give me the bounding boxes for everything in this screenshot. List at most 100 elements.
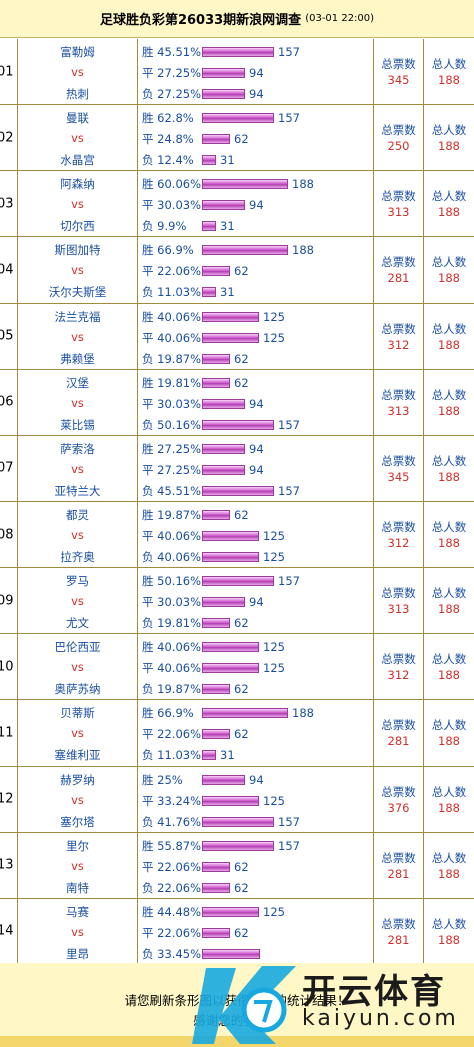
away-team[interactable]: 奥萨苏纳: [54, 682, 101, 697]
stat-count: 125: [263, 528, 285, 543]
stat-bar[interactable]: [202, 530, 259, 541]
vs-label: vs: [71, 660, 84, 675]
stat-bar[interactable]: [202, 89, 245, 99]
stat-bar[interactable]: [202, 485, 274, 496]
stat-bar[interactable]: [202, 840, 274, 851]
home-team[interactable]: 法兰克福: [54, 309, 101, 324]
stat-bar[interactable]: [202, 419, 274, 430]
home-team[interactable]: 罗马: [66, 574, 89, 589]
match-number-cell: 12: [0, 766, 18, 832]
stat-bar[interactable]: [202, 266, 230, 277]
stat-bar[interactable]: [202, 113, 274, 124]
stat-bar[interactable]: [202, 684, 230, 695]
stat-bar[interactable]: [202, 795, 259, 806]
stat-bar[interactable]: [202, 287, 216, 298]
stat-line: 平 40.06% 125: [142, 528, 285, 544]
stat-line: 胜 60.06% 188: [142, 176, 314, 192]
stat-line: 平 22.06% 62: [142, 263, 249, 279]
home-team[interactable]: 赫罗纳: [60, 772, 95, 787]
stat-bar[interactable]: [202, 618, 230, 629]
away-team[interactable]: 弗赖堡: [60, 351, 95, 366]
stat-count: 94: [249, 595, 264, 610]
stat-line: 平 30.03% 94: [142, 396, 264, 412]
stat-bar[interactable]: [202, 861, 230, 872]
table-row: 10 巴伦西亚 vs 奥萨苏纳 胜 40.06% 125 平 40.06% 12…: [0, 634, 474, 701]
vs-label: vs: [71, 858, 84, 873]
home-team[interactable]: 里尔: [66, 838, 89, 853]
match-number: 02: [0, 130, 14, 146]
home-team[interactable]: 马赛: [66, 904, 89, 919]
home-team[interactable]: 巴伦西亚: [54, 640, 101, 655]
total-votes-value: 250: [387, 139, 410, 154]
stat-pct: 负 12.4%: [142, 153, 194, 168]
stat-count: 62: [234, 264, 249, 279]
away-team[interactable]: 亚特兰大: [54, 483, 101, 498]
home-team[interactable]: 富勒姆: [60, 45, 95, 59]
stat-bar[interactable]: [202, 245, 288, 256]
home-team[interactable]: 斯图加特: [54, 243, 101, 258]
home-team[interactable]: 都灵: [66, 507, 89, 522]
teams-cell: 法兰克福 vs 弗赖堡: [18, 303, 138, 369]
stat-bar[interactable]: [202, 882, 230, 893]
away-team[interactable]: 里昂: [66, 946, 89, 961]
home-team[interactable]: 曼联: [66, 111, 89, 126]
teams-cell: 都灵 vs 拉齐奥: [18, 501, 138, 568]
stat-bar[interactable]: [202, 179, 288, 190]
stat-bar[interactable]: [202, 377, 230, 388]
stat-bar[interactable]: [202, 708, 288, 719]
stat-bar[interactable]: [202, 464, 245, 475]
away-team[interactable]: 尤文: [66, 616, 89, 631]
stat-count: 157: [278, 45, 300, 59]
stat-bar[interactable]: [202, 200, 245, 211]
table-row: 04 斯图加特 vs 沃尔夫斯堡 胜 66.9% 188 平 22.06% 62: [0, 237, 474, 304]
stat-bar[interactable]: [202, 311, 259, 322]
total-votes-cell: 总票数 281: [374, 832, 424, 898]
away-team[interactable]: 南特: [66, 880, 89, 895]
stat-bar[interactable]: [202, 443, 245, 454]
stat-bar[interactable]: [202, 576, 274, 587]
stat-bar[interactable]: [202, 750, 216, 761]
stats-cell: 胜 40.06% 125 平 40.06% 125 负 19.87% 62: [138, 303, 374, 369]
away-team[interactable]: 沃尔夫斯堡: [48, 285, 107, 300]
stat-bar[interactable]: [202, 729, 230, 740]
match-number-cell: 08: [0, 501, 18, 568]
total-people-cell: 总人数 188: [424, 304, 474, 369]
stat-bar[interactable]: [202, 47, 274, 57]
away-team[interactable]: 莱比锡: [60, 417, 95, 432]
stat-pct: 平 33.24%: [142, 793, 202, 808]
away-team[interactable]: 塞尔塔: [60, 814, 95, 829]
stat-bar[interactable]: [202, 155, 216, 166]
away-team[interactable]: 切尔西: [60, 219, 95, 234]
stat-bar[interactable]: [202, 332, 259, 343]
stat-bar[interactable]: [202, 597, 245, 608]
stat-bar[interactable]: [202, 774, 245, 785]
stats-cell: 胜 40.06% 125 平 40.06% 125 负 19.87% 62: [138, 634, 374, 700]
stat-bar[interactable]: [202, 551, 259, 562]
away-team[interactable]: 热刺: [66, 87, 89, 101]
stat-bar[interactable]: [202, 927, 230, 938]
stat-bar[interactable]: [202, 134, 230, 145]
stat-bar[interactable]: [202, 948, 260, 959]
stat-bar[interactable]: [202, 509, 230, 520]
stat-pct: 负 11.03%: [142, 285, 202, 300]
home-team[interactable]: 贝蒂斯: [60, 706, 95, 721]
stat-bar[interactable]: [202, 906, 259, 917]
home-team[interactable]: 阿森纳: [60, 177, 95, 192]
stat-bar[interactable]: [202, 221, 216, 232]
total-votes-label: 总票数: [381, 387, 416, 402]
stat-bar[interactable]: [202, 68, 245, 78]
home-team[interactable]: 萨索洛: [60, 441, 95, 456]
stat-bar[interactable]: [202, 642, 259, 653]
stat-line: 负 19.87% 62: [142, 351, 249, 367]
stat-count: 125: [263, 549, 285, 564]
stat-bar[interactable]: [202, 663, 259, 674]
away-team[interactable]: 水晶宫: [60, 153, 95, 168]
away-team[interactable]: 拉齐奥: [60, 549, 95, 564]
stat-bar[interactable]: [202, 353, 230, 364]
stat-bar[interactable]: [202, 398, 245, 409]
home-team[interactable]: 汉堡: [66, 375, 89, 390]
stat-bar[interactable]: [202, 816, 274, 827]
stat-pct: 胜 27.25%: [142, 441, 202, 456]
stat-count: 31: [220, 153, 235, 168]
away-team[interactable]: 塞维利亚: [54, 748, 101, 763]
